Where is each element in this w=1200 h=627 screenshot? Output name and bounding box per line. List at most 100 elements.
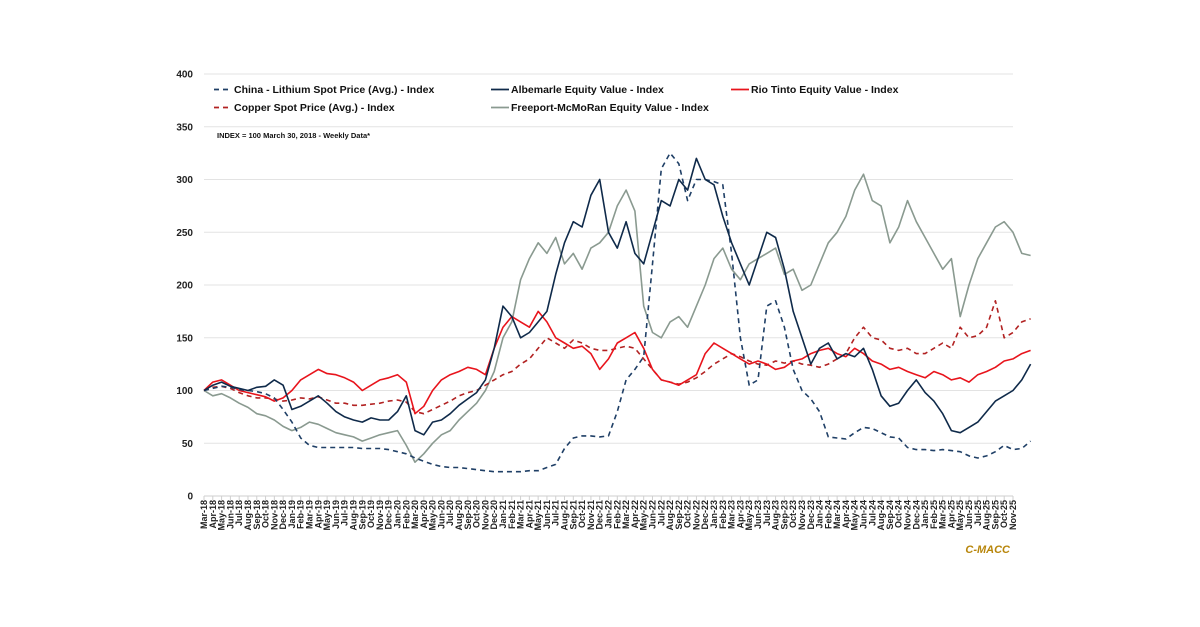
x-tick-label: Dec-22 — [700, 500, 710, 530]
x-tick-label: May-18 — [217, 500, 227, 531]
x-tick-label: Oct-18 — [261, 500, 271, 528]
x-tick-label: Aug-18 — [243, 500, 253, 531]
x-tick-label: Jan-24 — [815, 500, 825, 529]
x-tick-label: Sep-20 — [463, 500, 473, 530]
x-tick-label: Aug-22 — [665, 500, 675, 531]
x-tick-label: Jul-19 — [340, 500, 350, 526]
x-tick-label: Jan-22 — [604, 500, 614, 529]
y-tick-label: 250 — [176, 228, 193, 239]
y-axis: 0 50 100 150 200 250 300 350 400 — [176, 70, 193, 503]
x-tick-label: Apr-20 — [419, 500, 429, 529]
x-tick-label: Mar-18 — [199, 500, 209, 529]
x-tick-label: Feb-19 — [296, 500, 306, 529]
x-tick-label: Jan-21 — [498, 500, 508, 529]
x-tick-label: Oct-23 — [788, 500, 798, 528]
x-tick-label: Aug-21 — [560, 500, 570, 531]
chart-subtitle: INDEX = 100 March 30, 2018 - Weekly Data… — [217, 131, 370, 140]
x-tick-label: Dec-20 — [489, 500, 499, 530]
x-tick-label: Apr-24 — [841, 500, 851, 529]
series-line-0 — [203, 152, 1032, 473]
x-tick-label: Nov-25 — [1008, 500, 1018, 530]
x-tick-label: Oct-20 — [472, 500, 482, 528]
x-tick-label: Mar-24 — [832, 500, 842, 529]
x-tick-label: Feb-20 — [401, 500, 411, 529]
x-tick-label: May-19 — [322, 500, 332, 531]
x-tick-label: Apr-23 — [735, 500, 745, 529]
x-tick-label: May-25 — [955, 500, 965, 531]
x-tick-label: Dec-19 — [384, 500, 394, 530]
x-tick-label: May-23 — [744, 500, 754, 531]
x-axis: Mar-18Apr-18May-18Jun-18Jul-18Aug-18Sep-… — [199, 495, 1018, 531]
x-tick-label: Apr-21 — [524, 500, 534, 529]
x-tick-label: Oct-22 — [683, 500, 693, 528]
x-tick-label: Jun-25 — [964, 500, 974, 529]
x-tick-label: May-20 — [428, 500, 438, 531]
y-tick-label: 400 — [176, 70, 193, 81]
x-tick-label: Nov-21 — [586, 500, 596, 530]
x-tick-label: Dec-18 — [278, 500, 288, 530]
legend-label-4: Rio Tinto Equity Value - Index — [751, 84, 899, 96]
x-tick-label: May-24 — [850, 500, 860, 531]
x-tick-label: Mar-23 — [727, 500, 737, 529]
x-tick-label: Oct-19 — [366, 500, 376, 528]
x-tick-label: Sep-22 — [674, 500, 684, 530]
x-tick-label: Jul-20 — [445, 500, 455, 526]
x-tick-label: Mar-22 — [621, 500, 631, 529]
x-tick-label: Apr-25 — [946, 500, 956, 529]
x-tick-label: Sep-19 — [357, 500, 367, 530]
x-tick-label: Sep-18 — [252, 500, 262, 530]
x-tick-label: Apr-18 — [208, 500, 218, 529]
series-lines — [203, 152, 1032, 473]
x-tick-label: Sep-24 — [885, 500, 895, 530]
x-tick-label: Mar-21 — [516, 500, 526, 529]
y-tick-label: 50 — [182, 439, 194, 450]
x-tick-label: Aug-24 — [876, 500, 886, 531]
x-tick-label: Aug-20 — [454, 500, 464, 531]
x-tick-label: Apr-22 — [630, 500, 640, 529]
x-tick-label: May-22 — [639, 500, 649, 531]
x-tick-label: Jun-24 — [859, 500, 869, 529]
x-tick-label: Jan-25 — [920, 500, 930, 529]
x-tick-label: Jul-21 — [551, 500, 561, 526]
x-tick-label: Aug-19 — [348, 500, 358, 531]
x-tick-label: Feb-22 — [612, 500, 622, 529]
x-tick-label: Feb-23 — [718, 500, 728, 529]
legend-label-1: Copper Spot Price (Avg.) - Index — [234, 102, 395, 114]
x-tick-label: Dec-23 — [806, 500, 816, 530]
x-tick-label: Feb-24 — [823, 500, 833, 529]
x-tick-label: Jul-18 — [234, 500, 244, 526]
x-tick-label: Jun-23 — [753, 500, 763, 529]
y-tick-label: 350 — [176, 122, 193, 133]
x-tick-label: Dec-21 — [595, 500, 605, 530]
x-tick-label: Jul-23 — [762, 500, 772, 526]
x-tick-label: Sep-25 — [990, 500, 1000, 530]
source-label: C-MACC — [965, 544, 1011, 556]
x-tick-label: Jun-22 — [647, 500, 657, 529]
x-tick-label: Apr-19 — [313, 500, 323, 529]
x-tick-label: Mar-19 — [305, 500, 315, 529]
x-tick-label: Jun-21 — [542, 500, 552, 529]
x-tick-label: Jul-24 — [867, 500, 877, 526]
x-tick-label: Jun-20 — [436, 500, 446, 529]
x-tick-label: Sep-23 — [779, 500, 789, 530]
series-line-4 — [203, 310, 1031, 415]
x-tick-label: Sep-21 — [568, 500, 578, 530]
x-tick-label: Nov-23 — [797, 500, 807, 530]
x-tick-label: Dec-24 — [911, 500, 921, 530]
x-tick-label: Jan-23 — [709, 500, 719, 529]
x-tick-label: Jul-22 — [656, 500, 666, 526]
x-tick-label: Feb-25 — [929, 500, 939, 529]
x-tick-label: Aug-23 — [771, 500, 781, 531]
legend-label-2: Albemarle Equity Value - Index — [511, 84, 664, 96]
y-tick-label: 100 — [176, 386, 193, 397]
series-line-1 — [203, 299, 1031, 415]
x-tick-label: Aug-25 — [982, 500, 992, 531]
x-tick-label: Mar-20 — [410, 500, 420, 529]
x-tick-label: Jan-19 — [287, 500, 297, 529]
y-tick-label: 0 — [187, 492, 193, 503]
x-tick-label: Oct-24 — [894, 500, 904, 528]
x-tick-label: Mar-25 — [938, 500, 948, 529]
x-tick-label: Oct-25 — [999, 500, 1009, 528]
y-tick-label: 300 — [176, 175, 193, 186]
